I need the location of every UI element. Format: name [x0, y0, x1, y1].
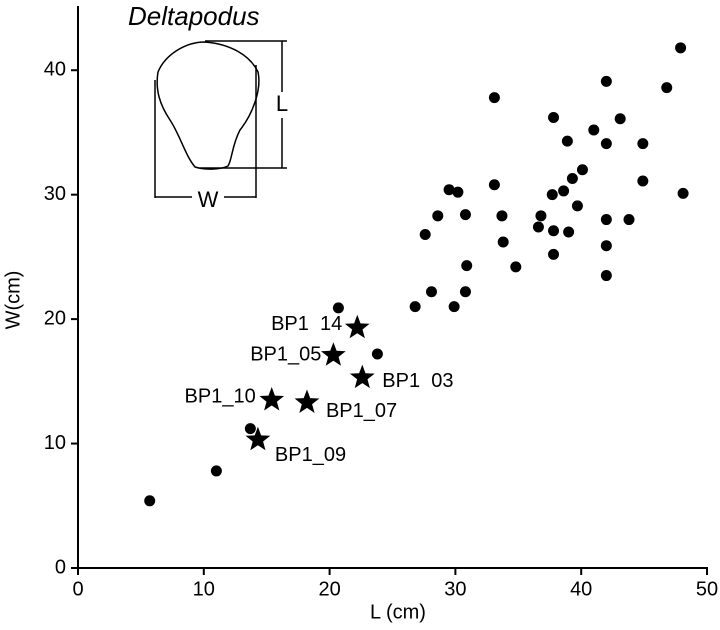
data-point: [488, 92, 500, 104]
data-point: [548, 112, 560, 124]
y-tick-label: 20: [44, 307, 66, 329]
star-point: [245, 426, 271, 451]
chart-title: Deltapodus: [128, 1, 260, 31]
inset-label: L: [276, 91, 288, 116]
x-tick-label: 20: [318, 578, 340, 600]
point-label: BP1 14: [271, 313, 342, 335]
point-label: BP1_05: [250, 343, 321, 365]
data-point: [558, 185, 570, 197]
y-tick-label: 10: [44, 432, 66, 454]
x-tick-label: 40: [570, 578, 592, 600]
data-point: [448, 301, 460, 313]
data-point: [614, 113, 626, 125]
data-point: [600, 75, 612, 87]
data-point: [571, 200, 583, 212]
data-point: [563, 226, 575, 238]
data-point: [452, 186, 464, 198]
data-point: [677, 187, 689, 199]
data-point: [600, 138, 612, 150]
data-point: [561, 135, 573, 147]
data-point: [661, 82, 673, 94]
data-point: [548, 225, 560, 237]
point-label: BP1_07: [326, 400, 397, 422]
data-point: [566, 172, 578, 184]
data-point: [409, 301, 421, 313]
data-point: [432, 210, 444, 222]
inset-label: W: [198, 187, 219, 212]
point-label: BP1_09: [275, 444, 346, 466]
data-point: [600, 240, 612, 252]
data-point: [210, 465, 222, 477]
data-point: [488, 179, 500, 191]
data-point: [637, 175, 649, 187]
data-point: [144, 495, 156, 507]
data-point: [496, 210, 508, 222]
star-point: [344, 314, 370, 339]
data-point: [425, 286, 437, 298]
data-point: [588, 124, 600, 136]
x-tick-label: 30: [444, 578, 466, 600]
data-point: [461, 260, 473, 272]
data-point: [637, 138, 649, 150]
y-axis-title: W(cm): [2, 271, 24, 330]
data-point: [675, 42, 687, 54]
data-point: [548, 248, 560, 260]
star-point: [259, 387, 285, 411]
data-point: [535, 210, 547, 222]
point-label: BP1_10: [185, 385, 256, 407]
data-point: [244, 423, 256, 435]
data-point: [546, 189, 558, 201]
star-point: [321, 342, 346, 366]
x-tick-label: 50: [696, 578, 718, 600]
y-tick-label: 0: [55, 556, 66, 578]
data-point: [623, 214, 635, 226]
x-axis-title: L (cm): [370, 601, 426, 623]
star-point: [294, 389, 320, 413]
data-point: [576, 164, 588, 176]
data-point: [532, 221, 544, 233]
y-tick-label: 40: [44, 59, 66, 81]
data-point: [459, 209, 471, 221]
x-tick-label: 10: [193, 578, 215, 600]
data-point: [510, 261, 522, 273]
inset-sketch: [154, 40, 294, 212]
data-point: [419, 228, 431, 240]
data-point: [332, 302, 344, 314]
data-point: [497, 236, 509, 248]
data-point: [600, 270, 612, 282]
x-tick-label: 0: [72, 578, 83, 600]
data-point: [371, 348, 383, 360]
data-point: [443, 184, 455, 196]
data-point: [459, 286, 471, 298]
data-point: [600, 214, 612, 226]
y-tick-label: 30: [44, 183, 66, 205]
point-label: BP1 03: [382, 370, 453, 392]
star-point: [349, 364, 375, 389]
